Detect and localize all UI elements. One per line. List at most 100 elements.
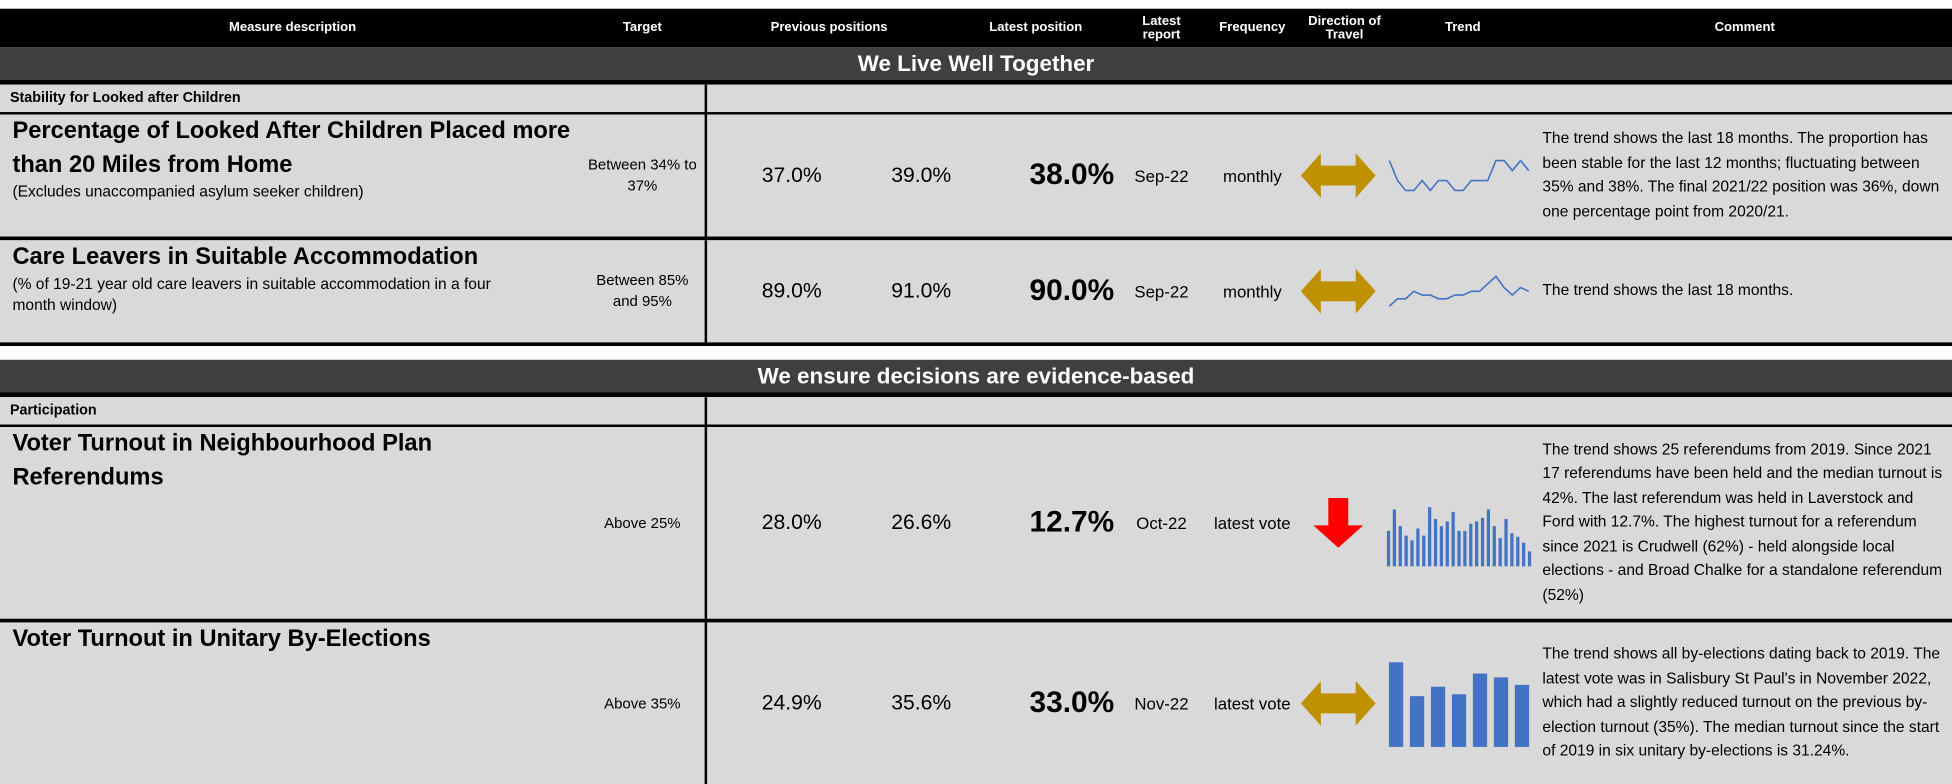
trend-bar [1433, 519, 1438, 567]
column-divider [704, 397, 708, 425]
divider [0, 79, 1952, 85]
measure-note: (% of 19-21 year old care leavers in sui… [12, 275, 491, 314]
section-gap [0, 346, 1952, 360]
comment: The trend shows 25 referendums from 2019… [1542, 440, 1943, 604]
column-header: Latest position [989, 19, 1083, 35]
frequency: latest vote [1214, 513, 1291, 533]
previous-position: 24.9% [761, 690, 822, 715]
top-margin [0, 0, 1952, 9]
direction-cell [1295, 427, 1382, 619]
measure-title: Voter Turnout in Neighbourhood Plan Refe… [12, 430, 433, 491]
trend-bar [1516, 536, 1520, 567]
latest-report: Sep-22 [1134, 281, 1189, 301]
trend-bar [1439, 526, 1444, 567]
measure-row: Voter Turnout in Neighbourhood Plan Refe… [0, 427, 1952, 619]
trend-bar [1510, 533, 1514, 567]
frequency: monthly [1222, 166, 1282, 185]
trend-bar [1404, 535, 1408, 567]
direction-arrow [1300, 153, 1376, 198]
section-title-text: We Live Well Together [857, 50, 1095, 76]
column-header: Frequency [1219, 19, 1286, 35]
trend-sparkline [1388, 159, 1530, 192]
trend-bar [1527, 551, 1532, 567]
latest-position: 33.0% [1029, 685, 1115, 720]
trend-bar [1480, 517, 1485, 567]
frequency: latest vote [1214, 694, 1291, 713]
stable-arrow [1300, 680, 1376, 726]
section-title-text: We ensure decisions are evidence-based [757, 362, 1195, 388]
column-header: Trend [1444, 19, 1481, 35]
measure-cell: Voter Turnout in Neighbourhood Plan Refe… [0, 427, 585, 619]
section-title: We Live Well Together [0, 47, 1952, 80]
column-divider [704, 240, 708, 343]
column-divider [704, 84, 708, 113]
measure-row: Care Leavers in Suitable Accommodation (%… [0, 240, 1952, 343]
trend-bar [1416, 528, 1420, 567]
trend-line [1388, 275, 1530, 307]
direction-arrow [1313, 497, 1364, 548]
column-divider [704, 622, 708, 784]
trend-bar [1409, 696, 1425, 747]
measure-cell: Percentage of Looked After Children Plac… [0, 115, 585, 237]
trend-bar [1486, 509, 1491, 567]
subsection-title: Participation [9, 403, 97, 419]
column-header: Target [622, 19, 662, 35]
subsection-row: Stability for Looked after Children [0, 84, 1952, 113]
target: Between 85% and 95% [596, 271, 689, 310]
trend-bar [1410, 540, 1414, 567]
trend-bar [1475, 521, 1479, 567]
measure-note: (Excludes unaccompanied asylum seeker ch… [12, 183, 364, 201]
trend-cell [1382, 115, 1536, 237]
latest-position: 38.0% [1029, 158, 1115, 192]
trend-bar [1514, 684, 1530, 747]
measure-row: Voter Turnout in Unitary By-Elections Abo… [0, 622, 1952, 784]
divider [0, 112, 1952, 115]
direction-arrow [1300, 680, 1376, 726]
divider [0, 236, 1952, 241]
trend-bar [1386, 530, 1391, 567]
measure-title: Voter Turnout in Unitary By-Elections [12, 626, 431, 653]
trend-cell [1382, 427, 1536, 619]
down-arrow [1313, 497, 1364, 548]
column-header: Measure description [228, 19, 357, 35]
divider [0, 618, 1952, 623]
column-divider [704, 114, 708, 237]
trend-bar [1398, 526, 1402, 567]
column-header: Previous positions [770, 19, 888, 35]
latest-report: Nov-22 [1134, 694, 1189, 713]
measure-cell: Care Leavers in Suitable Accommodation (%… [0, 240, 585, 342]
direction-arrow [1300, 268, 1376, 314]
divider [0, 392, 1952, 398]
trend-bar [1451, 511, 1455, 567]
latest-report: Sep-22 [1134, 166, 1189, 185]
target: Above 25% [604, 513, 681, 531]
measure-cell: Voter Turnout in Unitary By-Elections [0, 622, 585, 784]
measure-row: Percentage of Looked After Children Plac… [0, 114, 1952, 237]
trend-bar [1522, 542, 1526, 567]
latest-report: Oct-22 [1136, 513, 1187, 533]
trend-bar [1445, 521, 1449, 567]
stable-arrow [1300, 268, 1376, 314]
comment: The trend shows the last 18 months. The … [1542, 129, 1940, 220]
previous-position: 91.0% [891, 278, 952, 303]
previous-position: 39.0% [891, 163, 952, 187]
column-header: Latest report [1142, 13, 1181, 42]
section-title: We ensure decisions are evidence-based [0, 359, 1952, 393]
trend-bar [1392, 509, 1397, 567]
previous-position: 89.0% [761, 278, 822, 303]
trend-bar [1463, 530, 1467, 567]
divider [0, 424, 1952, 428]
previous-position: 37.0% [761, 163, 822, 187]
column-header: Direction of Travel [1308, 13, 1381, 42]
trend-bar [1388, 662, 1404, 747]
trend-bar [1493, 677, 1509, 747]
comment: The trend shows all by-elections dating … [1542, 645, 1941, 760]
latest-position: 12.7% [1029, 505, 1115, 540]
trend-bar [1504, 519, 1508, 567]
stable-arrow [1300, 153, 1376, 198]
trend-sparkline [1388, 662, 1530, 747]
trend-line [1388, 159, 1530, 192]
trend-sparkline [1386, 507, 1532, 567]
trend-bar [1498, 537, 1502, 567]
previous-position: 28.0% [761, 510, 822, 535]
